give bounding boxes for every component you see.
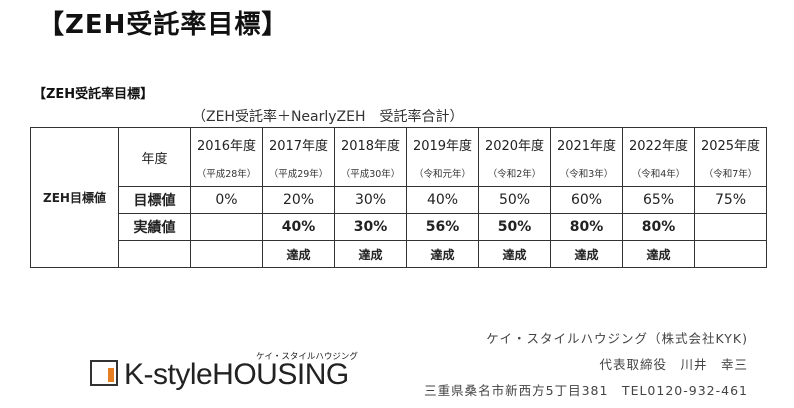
era-cell: （令和2年） (478, 160, 551, 187)
era-cell: （令和3年） (550, 160, 623, 187)
target-cell: 60% (550, 186, 623, 214)
logo-accent-bar (108, 368, 114, 382)
status-cell: 達成 (334, 240, 407, 268)
status-cell: 達成 (406, 240, 479, 268)
actual-cell (190, 213, 263, 241)
status-cell: 達成 (622, 240, 695, 268)
company-representative: 代表取締役 川井 幸三 (599, 357, 748, 372)
actual-cell: 40% (262, 213, 335, 241)
target-label: 目標値 (118, 186, 191, 214)
year-cell: 2018年度 (334, 127, 407, 160)
page-title: 【ZEH受託率目標】 (38, 10, 289, 40)
actual-cell (694, 213, 767, 241)
status-cell (190, 240, 263, 268)
actual-cell: 56% (406, 213, 479, 241)
status-cell (694, 240, 767, 268)
nendo-label: 年度 (118, 127, 191, 187)
company-logo: ケイ・スタイルハウジング K-styleHOUSING (90, 352, 380, 394)
target-cell: 40% (406, 186, 479, 214)
year-cell: 2025年度 (694, 127, 767, 160)
zeh-target-table: ZEH目標値 年度 2016年度 2017年度 2018年度 2019年度 20… (30, 127, 767, 268)
era-cell: （令和7年） (694, 160, 767, 187)
era-cell: （平成29年） (262, 160, 335, 187)
era-cell: （令和元年） (406, 160, 479, 187)
actual-cell: 50% (478, 213, 551, 241)
actual-cell: 80% (550, 213, 623, 241)
era-cell: （令和4年） (622, 160, 695, 187)
target-cell: 50% (478, 186, 551, 214)
logo-tagline: ケイ・スタイルハウジング (256, 352, 358, 362)
year-cell: 2019年度 (406, 127, 479, 160)
section-title: 【ZEH受託率目標】 (33, 87, 154, 102)
actual-label: 実績値 (118, 213, 191, 241)
company-address: 三重県桑名市新西方5丁目381 TEL0120-932-461 (424, 383, 748, 398)
era-cell: （平成28年） (190, 160, 263, 187)
row-header-zeh: ZEH目標値 (30, 127, 119, 268)
year-cell: 2020年度 (478, 127, 551, 160)
era-cell: （平成30年） (334, 160, 407, 187)
target-cell: 0% (190, 186, 263, 214)
company-info: ケイ・スタイルハウジング（株式会社KYK) 代表取締役 川井 幸三 三重県桑名市… (424, 326, 748, 404)
company-name: ケイ・スタイルハウジング（株式会社KYK) (486, 331, 748, 346)
actual-cell: 80% (622, 213, 695, 241)
logo-wordmark: K-styleHOUSING (124, 358, 349, 391)
target-cell: 20% (262, 186, 335, 214)
target-cell: 30% (334, 186, 407, 214)
status-cell: 達成 (478, 240, 551, 268)
year-cell: 2022年度 (622, 127, 695, 160)
status-cell: 達成 (262, 240, 335, 268)
year-cell: 2021年度 (550, 127, 623, 160)
table-note: （ZEH受託率＋NearlyZEH 受託率合計） (192, 109, 464, 125)
target-cell: 75% (694, 186, 767, 214)
year-cell: 2016年度 (190, 127, 263, 160)
year-cell: 2017年度 (262, 127, 335, 160)
target-cell: 65% (622, 186, 695, 214)
actual-cell: 30% (334, 213, 407, 241)
logo-house-icon (90, 360, 118, 386)
status-cell: 達成 (550, 240, 623, 268)
status-label-empty (118, 240, 191, 268)
